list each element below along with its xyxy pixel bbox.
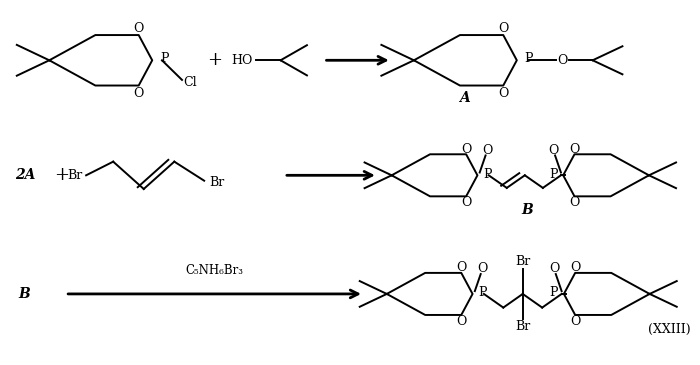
Text: O: O [570,261,580,274]
Text: O: O [569,196,580,210]
Text: P: P [550,286,558,299]
Text: (XXIII): (XXIII) [648,322,691,335]
Text: O: O [456,261,466,274]
Text: P: P [549,168,557,181]
Text: P: P [478,286,486,299]
Text: Br: Br [67,169,83,182]
Text: O: O [498,22,508,35]
Text: O: O [548,144,559,157]
Text: +: + [207,51,222,69]
Text: Br: Br [210,176,225,189]
Text: O: O [549,262,559,276]
Text: O: O [134,87,144,100]
Text: +: + [55,166,69,184]
Text: HO: HO [232,54,253,67]
Text: P: P [160,53,169,65]
Text: O: O [498,87,508,100]
Text: O: O [461,143,471,155]
Text: O: O [569,143,580,155]
Text: O: O [477,262,488,276]
Text: B: B [522,203,533,217]
Text: O: O [482,144,493,157]
Text: O: O [456,315,466,328]
Text: O: O [558,54,568,67]
Text: O: O [570,315,580,328]
Text: B: B [18,287,30,301]
Text: O: O [461,196,471,210]
Text: P: P [524,53,533,65]
Text: Br: Br [515,255,531,268]
Text: 2A: 2A [15,168,36,182]
Text: Cl: Cl [183,76,197,89]
Text: C₅NH₆Br₃: C₅NH₆Br₃ [186,264,244,277]
Text: A: A [459,91,470,105]
Text: P: P [483,168,491,181]
Text: O: O [134,22,144,35]
Text: Br: Br [515,320,531,333]
